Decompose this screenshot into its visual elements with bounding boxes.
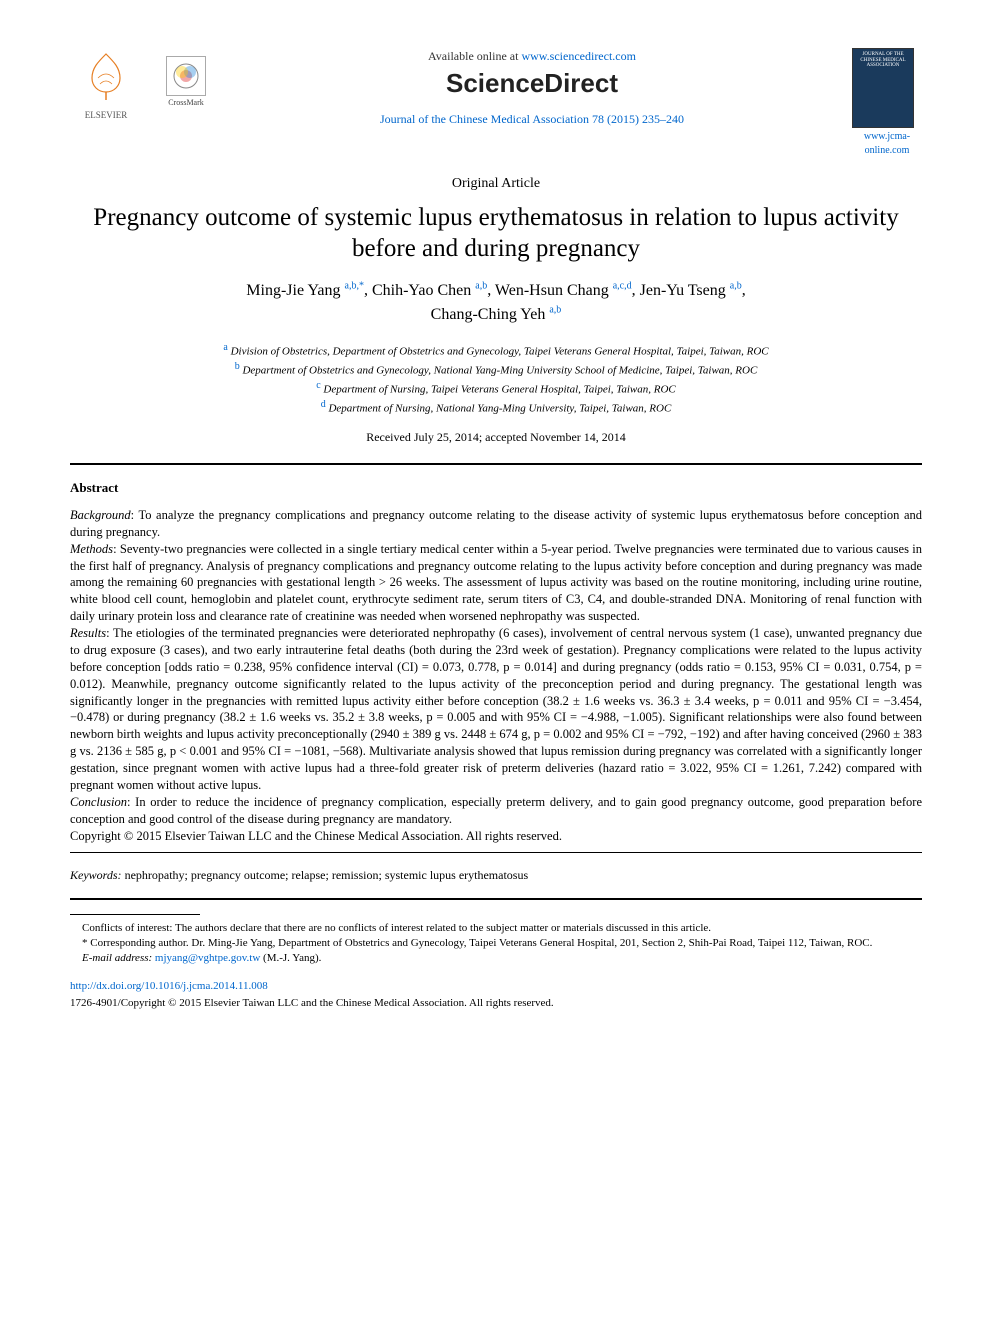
results-label: Results bbox=[70, 626, 106, 640]
affiliation: d Department of Nursing, National Yang-M… bbox=[70, 398, 922, 417]
methods-label: Methods bbox=[70, 542, 113, 556]
keywords-label: Keywords: bbox=[70, 868, 122, 882]
article-dates: Received July 25, 2014; accepted Novembe… bbox=[70, 429, 922, 445]
affiliation: c Department of Nursing, Taipei Veterans… bbox=[70, 379, 922, 398]
divider bbox=[70, 898, 922, 900]
available-online: Available online at www.sciencedirect.co… bbox=[232, 48, 832, 64]
elsevier-label: ELSEVIER bbox=[70, 109, 142, 121]
conclusion-text: : In order to reduce the incidence of pr… bbox=[70, 795, 922, 826]
copyright: Copyright © 2015 Elsevier Taiwan LLC and… bbox=[70, 829, 562, 843]
sciencedirect-url[interactable]: www.sciencedirect.com bbox=[521, 49, 636, 63]
center-header: Available online at www.sciencedirect.co… bbox=[212, 48, 852, 127]
sciencedirect-wordmark: ScienceDirect bbox=[232, 66, 832, 101]
crossmark-badge[interactable]: CrossMark bbox=[160, 56, 212, 109]
affiliation: a Division of Obstetrics, Department of … bbox=[70, 341, 922, 360]
email-address[interactable]: mjyang@vghtpe.gov.tw bbox=[155, 952, 260, 964]
email-line: E-mail address: mjyang@vghtpe.gov.tw (M.… bbox=[70, 951, 922, 966]
abstract-label: Abstract bbox=[70, 479, 922, 497]
footnote-rule bbox=[70, 914, 200, 915]
elsevier-tree-icon bbox=[78, 48, 134, 104]
journal-reference[interactable]: Journal of the Chinese Medical Associati… bbox=[232, 111, 832, 127]
author: Jen-Yu Tseng a,b bbox=[640, 282, 742, 299]
elsevier-logo: ELSEVIER bbox=[70, 48, 142, 121]
conclusion-label: Conclusion bbox=[70, 795, 127, 809]
affiliation: b Department of Obstetrics and Gynecolog… bbox=[70, 360, 922, 379]
crossmark-label: CrossMark bbox=[160, 98, 212, 109]
journal-cover: JOURNAL OF THE CHINESE MEDICAL ASSOCIATI… bbox=[852, 48, 922, 157]
author: Ming-Jie Yang a,b,* bbox=[246, 282, 364, 299]
article-title: Pregnancy outcome of systemic lupus eryt… bbox=[70, 202, 922, 265]
author: Chang-Ching Yeh a,b bbox=[431, 306, 562, 323]
issn-copyright: 1726-4901/Copyright © 2015 Elsevier Taiw… bbox=[70, 996, 922, 1011]
background-text: : To analyze the pregnancy complications… bbox=[70, 508, 922, 539]
affiliations: a Division of Obstetrics, Department of … bbox=[70, 341, 922, 417]
doi-link[interactable]: http://dx.doi.org/10.1016/j.jcma.2014.11… bbox=[70, 979, 922, 994]
article-type: Original Article bbox=[70, 175, 922, 194]
background-label: Background bbox=[70, 508, 131, 522]
conflicts-statement: Conflicts of interest: The authors decla… bbox=[70, 921, 922, 936]
abstract-body: Background: To analyze the pregnancy com… bbox=[70, 507, 922, 845]
footer: Conflicts of interest: The authors decla… bbox=[70, 914, 922, 967]
left-logos: ELSEVIER CrossMark bbox=[70, 48, 212, 121]
keywords: Keywords: nephropathy; pregnancy outcome… bbox=[70, 867, 922, 883]
email-label: E-mail address: bbox=[82, 952, 152, 964]
corresponding-author: * Corresponding author. Dr. Ming-Jie Yan… bbox=[70, 936, 922, 951]
authors: Ming-Jie Yang a,b,*, Chih-Yao Chen a,b, … bbox=[70, 278, 922, 327]
author: Chih-Yao Chen a,b bbox=[372, 282, 487, 299]
header-row: ELSEVIER CrossMark Available online at w… bbox=[70, 48, 922, 157]
methods-text: : Seventy-two pregnancies were collected… bbox=[70, 542, 922, 624]
divider bbox=[70, 852, 922, 853]
keywords-text: nephropathy; pregnancy outcome; relapse;… bbox=[122, 868, 529, 882]
author: Wen-Hsun Chang a,c,d bbox=[495, 282, 632, 299]
divider bbox=[70, 463, 922, 465]
email-suffix: (M.-J. Yang). bbox=[260, 952, 321, 964]
journal-url[interactable]: www.jcma-online.com bbox=[852, 130, 922, 157]
results-text: : The etiologies of the terminated pregn… bbox=[70, 626, 922, 792]
crossmark-icon bbox=[166, 56, 206, 96]
journal-cover-image: JOURNAL OF THE CHINESE MEDICAL ASSOCIATI… bbox=[852, 48, 914, 128]
